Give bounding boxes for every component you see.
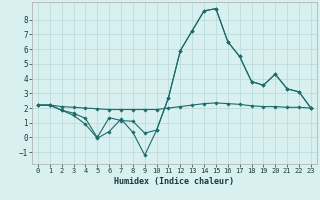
X-axis label: Humidex (Indice chaleur): Humidex (Indice chaleur) [115,177,234,186]
